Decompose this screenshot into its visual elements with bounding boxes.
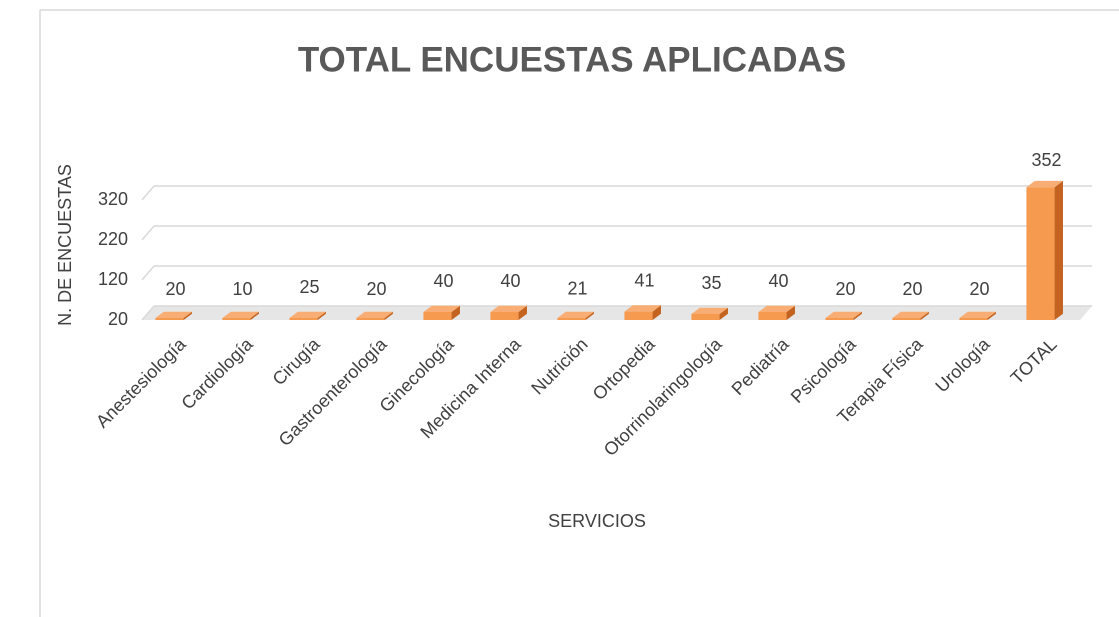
y-tick-label: 120	[98, 269, 128, 289]
chart-title: TOTAL ENCUESTAS APLICADAS	[298, 40, 846, 79]
bar-side	[384, 311, 393, 320]
bar-side	[987, 311, 996, 320]
y-axis-label: N. DE ENCUESTAS	[55, 164, 75, 326]
bar	[624, 311, 653, 320]
bar-top	[758, 305, 795, 312]
bar-top	[959, 311, 996, 318]
data-label: 20	[366, 279, 386, 299]
bar-top	[557, 311, 594, 318]
data-label: 35	[701, 273, 721, 293]
data-label: 20	[165, 279, 185, 299]
data-label: 40	[433, 271, 453, 291]
data-label: 25	[299, 277, 319, 297]
bar-side	[1054, 180, 1063, 320]
bar-top	[222, 311, 259, 318]
data-label: 352	[1031, 150, 1061, 170]
bar	[691, 314, 720, 320]
bar	[892, 318, 921, 320]
data-label: 40	[768, 271, 788, 291]
bar	[557, 318, 586, 320]
y-tick-label: 220	[98, 229, 128, 249]
bar	[959, 318, 988, 320]
bar-top	[892, 311, 929, 318]
bar-side	[585, 311, 594, 320]
x-axis-label: SERVICIOS	[548, 511, 646, 531]
bar-side	[250, 311, 259, 320]
grid-line	[141, 185, 155, 201]
bar	[356, 318, 385, 320]
bar-top	[825, 311, 862, 318]
bar	[758, 312, 787, 320]
bar-top	[691, 307, 728, 314]
data-label: 41	[634, 270, 654, 290]
data-label: 21	[567, 278, 587, 298]
floor	[142, 306, 1092, 320]
grid-line	[141, 305, 155, 321]
data-label: 10	[232, 279, 252, 299]
bar	[1026, 187, 1055, 320]
bar-side	[652, 305, 661, 320]
bar-top	[155, 311, 192, 318]
data-label: 20	[902, 279, 922, 299]
bar-top	[490, 305, 527, 312]
data-label: 40	[500, 271, 520, 291]
bar	[222, 318, 251, 320]
y-tick-label: 320	[98, 189, 128, 209]
bar	[423, 312, 452, 320]
bar-top	[423, 305, 460, 312]
bar-side	[920, 311, 929, 320]
bar	[155, 318, 184, 320]
bar-top	[289, 311, 326, 318]
bar-side	[786, 305, 795, 320]
data-label: 20	[835, 279, 855, 299]
bar	[490, 312, 519, 320]
bar-side	[719, 307, 728, 320]
bar-side	[317, 311, 326, 320]
bar-top	[356, 311, 393, 318]
grid-line	[141, 265, 155, 281]
bar	[289, 318, 318, 320]
bar-side	[183, 311, 192, 320]
bar-side	[518, 305, 527, 320]
y-tick-label: 20	[108, 309, 128, 329]
bar	[825, 318, 854, 320]
bar-top	[624, 305, 661, 312]
bar-side	[451, 305, 460, 320]
data-label: 20	[969, 279, 989, 299]
grid-line	[141, 225, 155, 241]
bar-side	[853, 311, 862, 320]
bar-top	[1026, 180, 1063, 188]
